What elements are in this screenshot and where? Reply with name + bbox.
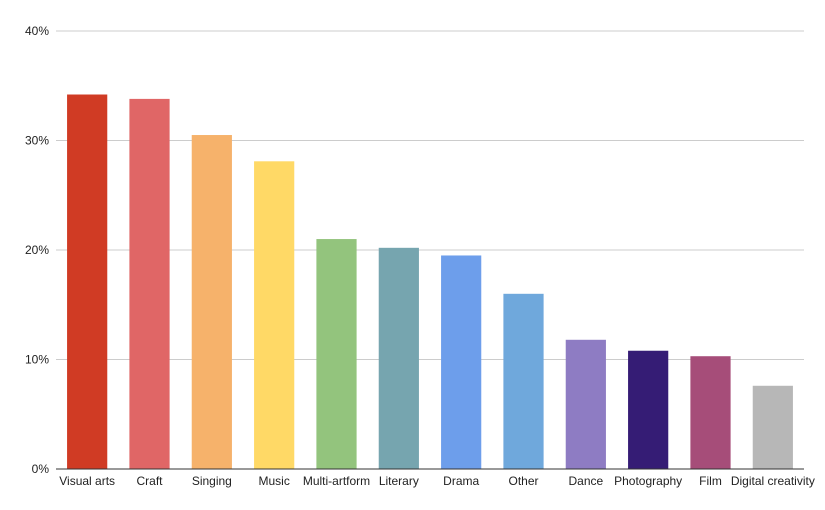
x-tick-label-drama: Drama xyxy=(443,474,479,488)
x-tick-label-visual-arts: Visual arts xyxy=(59,474,115,488)
bar-film xyxy=(690,356,731,469)
x-tick-label-music: Music xyxy=(258,474,289,488)
y-tick-label-2: 20% xyxy=(25,243,49,257)
x-tick-label-dance: Dance xyxy=(568,474,603,488)
bars xyxy=(67,94,793,469)
x-tick-label-digital-creativity: Digital creativity xyxy=(731,474,815,488)
bar-dance xyxy=(565,339,606,469)
bar-drama xyxy=(441,255,482,469)
x-tick-label-photography: Photography xyxy=(614,474,682,488)
x-tick-label-multi-artform: Multi-artform xyxy=(303,474,370,488)
bar-visual-arts xyxy=(67,94,108,469)
y-tick-label-0: 0% xyxy=(32,462,50,476)
bar-singing xyxy=(191,135,232,469)
bar-digital-creativity xyxy=(752,385,793,469)
bar-photography xyxy=(628,350,669,469)
bar-other xyxy=(503,293,544,469)
y-tick-label-1: 10% xyxy=(25,353,49,367)
x-axis-tick-labels: Visual arts Craft Singing Music Multi-artfor… xyxy=(59,474,815,488)
x-tick-label-singing: Singing xyxy=(192,474,232,488)
x-tick-label-literary: Literary xyxy=(379,474,419,488)
y-tick-label-4: 40% xyxy=(25,24,49,38)
bar-music xyxy=(254,161,295,469)
x-tick-label-film: Film xyxy=(699,474,722,488)
gridlines xyxy=(56,30,804,360)
x-tick-label-other: Other xyxy=(508,474,538,488)
x-tick-label-craft: Craft xyxy=(136,474,163,488)
y-axis-tick-labels: 0% 10% 20% 30% 40% xyxy=(25,24,49,476)
bar-multi-artform xyxy=(316,239,357,469)
bar-craft xyxy=(129,98,170,469)
y-tick-label-3: 30% xyxy=(25,134,49,148)
bar-literary xyxy=(378,247,419,469)
